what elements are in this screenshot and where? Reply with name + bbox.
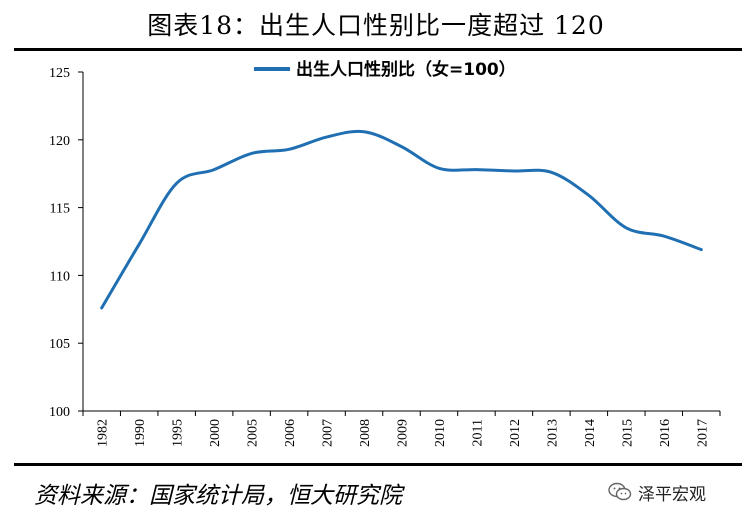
x-tick-label: 2015 [620,419,635,447]
x-tick-label: 2017 [695,419,710,447]
x-tick-label: 2014 [583,419,598,447]
x-tick-label: 2012 [508,419,523,447]
x-tick-label: 2009 [396,419,411,447]
bottom-rule [14,463,742,466]
y-tick-label: 100 [49,405,70,420]
watermark-label: 泽平宏观 [638,484,706,505]
y-tick-label: 125 [49,66,70,81]
data-point [175,181,179,185]
data-point [624,226,628,230]
y-tick-label: 120 [49,134,70,149]
data-point [512,169,516,173]
top-rule [14,48,742,51]
data-point [474,168,478,172]
data-point [699,248,703,252]
x-tick-label: 2000 [208,419,223,447]
data-point [587,193,591,197]
data-point [400,145,404,149]
series-line [100,129,703,310]
data-point [137,242,141,246]
data-point [549,170,553,174]
y-tick-label: 110 [50,269,70,284]
x-tick-label: 2016 [658,419,673,447]
figure-title: 图表18：出生人口性别比一度超过 120 [147,11,605,40]
x-tick-label: 1995 [171,419,186,447]
x-tick-label: 2013 [545,419,560,447]
legend-label: 出生人口性别比（女=100） [296,59,516,80]
wechat-icon [608,482,632,502]
watermark: 泽平宏观 [608,480,706,505]
x-tick-label: 2006 [283,419,298,447]
x-tick-label: 2008 [358,419,373,447]
data-point [100,306,104,310]
source-note: 资料来源：国家统计局，恒大研究院 [34,483,402,509]
x-tick-label: 2005 [246,419,261,447]
x-tick-label: 1982 [96,419,111,447]
data-point [437,166,441,170]
data-point [662,234,666,238]
data-point [362,130,366,134]
x-tick-label: 2010 [433,419,448,447]
x-tick-label: 2011 [470,419,485,446]
data-point [212,168,216,172]
data-point [250,151,254,155]
x-tick-label: 1990 [133,419,148,447]
x-tick-label: 2007 [321,419,336,447]
line-chart: 100 105 110 115 120 125 1982 1990 1995 2000 2005 20… [49,59,721,447]
y-tick-label: 105 [49,337,70,352]
data-point [287,147,291,151]
y-tick-label: 115 [50,202,70,217]
data-point [325,135,329,139]
